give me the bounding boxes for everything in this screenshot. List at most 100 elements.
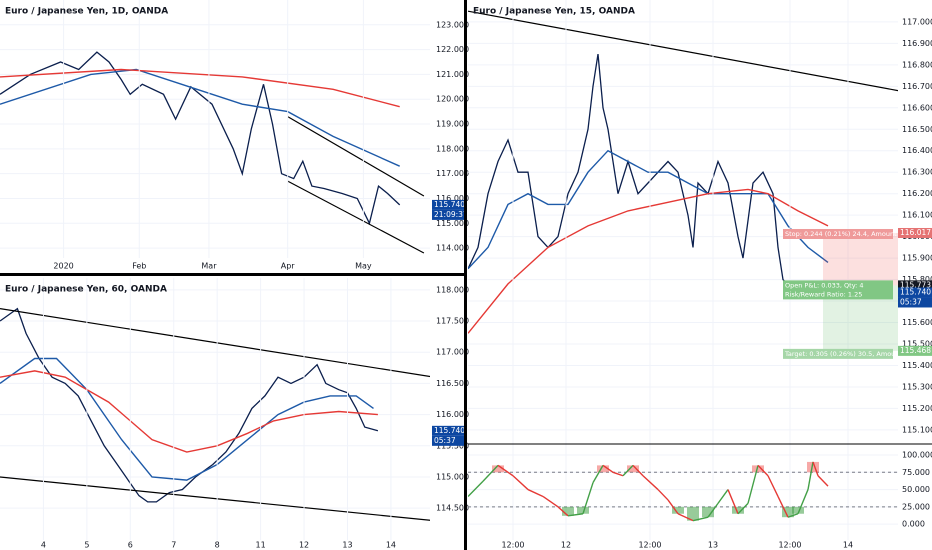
price-tag-label: 116.017 xyxy=(900,228,931,237)
price-tag-label: 115.773 xyxy=(900,280,931,289)
y-tick-label: 116.200 xyxy=(902,189,932,198)
price-line xyxy=(468,54,819,298)
x-tick-label: May xyxy=(355,262,372,271)
oscillator-segment xyxy=(542,495,559,508)
chart-title: Euro / Japanese Yen, 60, OANDA xyxy=(5,285,167,295)
y-tick-label: 118.000 xyxy=(436,285,469,294)
x-tick-label: Feb xyxy=(132,262,146,271)
oversold-zone xyxy=(732,506,744,514)
price-tag xyxy=(898,287,932,298)
oversold-zone xyxy=(687,506,699,521)
oscillator-segment xyxy=(632,464,644,477)
x-tick-label: 12:00 xyxy=(638,541,661,550)
oscillator-segment xyxy=(677,513,694,522)
oscillator-segment xyxy=(567,513,584,517)
price-line xyxy=(468,188,829,334)
y-tick-label: 114.500 xyxy=(436,504,469,513)
price-tag xyxy=(898,227,932,238)
position-label: Stop: 0.244 (0.21%) 24.4, Amount xyxy=(785,230,897,238)
y-tick-label: 116.900 xyxy=(902,39,932,48)
y-tick-label: 115.200 xyxy=(902,404,932,413)
oscillator-segment xyxy=(657,489,669,501)
trend-line xyxy=(287,180,425,254)
oscillator-segment xyxy=(797,489,809,515)
oscillator-segment xyxy=(667,499,679,515)
plot-area xyxy=(468,454,898,525)
y-tick-label: 123.000 xyxy=(436,20,469,29)
trend-line xyxy=(468,10,898,92)
price-tag xyxy=(898,280,932,291)
x-tick-label: 2020 xyxy=(53,262,73,271)
x-tick-label: 13 xyxy=(708,541,718,550)
price-tag-label: 115.468 xyxy=(900,346,931,355)
price-line xyxy=(0,68,400,108)
oscillator-segment xyxy=(767,475,779,497)
countdown-label: 05:37 xyxy=(900,297,922,306)
price-line xyxy=(0,370,378,453)
oscillator-segment xyxy=(812,461,819,476)
oscillator-segment xyxy=(717,489,729,504)
oscillator-segment xyxy=(592,465,604,484)
y-tick-label: 116.300 xyxy=(902,168,932,177)
oscillator-segment xyxy=(557,506,569,517)
y-tick-label: 116.400 xyxy=(902,146,932,155)
x-tick-label: 11 xyxy=(256,541,266,550)
oscillator-segment xyxy=(482,464,499,482)
countdown-tag xyxy=(898,297,932,308)
plot-area xyxy=(0,289,430,521)
position-label-bg xyxy=(783,228,893,239)
position-label-bg xyxy=(783,289,893,300)
y-tick-label: 115.000 xyxy=(436,472,469,481)
price-line xyxy=(0,51,401,226)
y-tick-label: 115.100 xyxy=(902,425,932,434)
y-tick-label: 116.000 xyxy=(436,410,469,419)
oscillator-segment xyxy=(757,464,769,477)
y-tick-label: 50.000 xyxy=(902,485,930,494)
y-tick-label: 115.300 xyxy=(902,382,932,391)
oscillator-segment xyxy=(747,465,759,504)
x-tick-label: 12 xyxy=(561,541,571,550)
overbought-zone xyxy=(597,465,609,473)
chart-title: Euro / Japanese Yen, 15, OANDA xyxy=(473,7,635,17)
y-tick-label: 115.400 xyxy=(902,361,932,370)
y-tick-label: 117.000 xyxy=(436,348,469,357)
y-tick-label: 114.000 xyxy=(436,244,469,253)
price-line xyxy=(0,357,374,481)
position-label-bg xyxy=(783,280,893,291)
oscillator-segment xyxy=(777,496,789,518)
position-label: Open P&L: 0.033, Qty: 4 xyxy=(785,281,863,289)
chart-title: Euro / Japanese Yen, 1D, OANDA xyxy=(5,7,168,17)
y-tick-label: 118.000 xyxy=(436,144,469,153)
y-tick-label: 115.900 xyxy=(902,254,932,263)
position-label-bg xyxy=(783,348,893,359)
price-tag-label: 115.740 xyxy=(900,287,931,296)
oscillator-segment xyxy=(622,464,634,477)
y-tick-label: 121.000 xyxy=(436,70,469,79)
x-tick-label: 4 xyxy=(41,541,46,550)
x-tick-label: 7 xyxy=(171,541,176,550)
trend-line xyxy=(287,116,425,197)
y-tick-label: 25.000 xyxy=(902,502,930,511)
x-tick-label: 13 xyxy=(342,541,352,550)
oversold-zone xyxy=(782,506,794,518)
price-tag xyxy=(432,425,466,436)
x-tick-label: 12 xyxy=(299,541,309,550)
y-tick-label: 115.800 xyxy=(902,275,932,284)
y-tick-label: 117.500 xyxy=(436,317,469,326)
x-tick-label: 14 xyxy=(843,541,853,550)
y-tick-label: 119.000 xyxy=(436,120,469,129)
oscillator-segment xyxy=(642,475,659,491)
price-tag xyxy=(432,199,466,210)
position-label: Risk/Reward Ratio: 1.25 xyxy=(785,290,862,298)
y-tick-label: 122.000 xyxy=(436,45,469,54)
oversold-zone xyxy=(792,506,804,514)
oscillator-segment xyxy=(512,475,529,491)
price-tag-label: 115.740 xyxy=(434,200,465,209)
y-tick-label: 115.500 xyxy=(902,340,932,349)
x-tick-label: 5 xyxy=(84,541,89,550)
countdown-label: 21:09:37 xyxy=(434,210,468,219)
oscillator-segment xyxy=(707,502,719,518)
oscillator-segment xyxy=(612,471,624,477)
countdown-label: 05:37 xyxy=(434,436,456,445)
